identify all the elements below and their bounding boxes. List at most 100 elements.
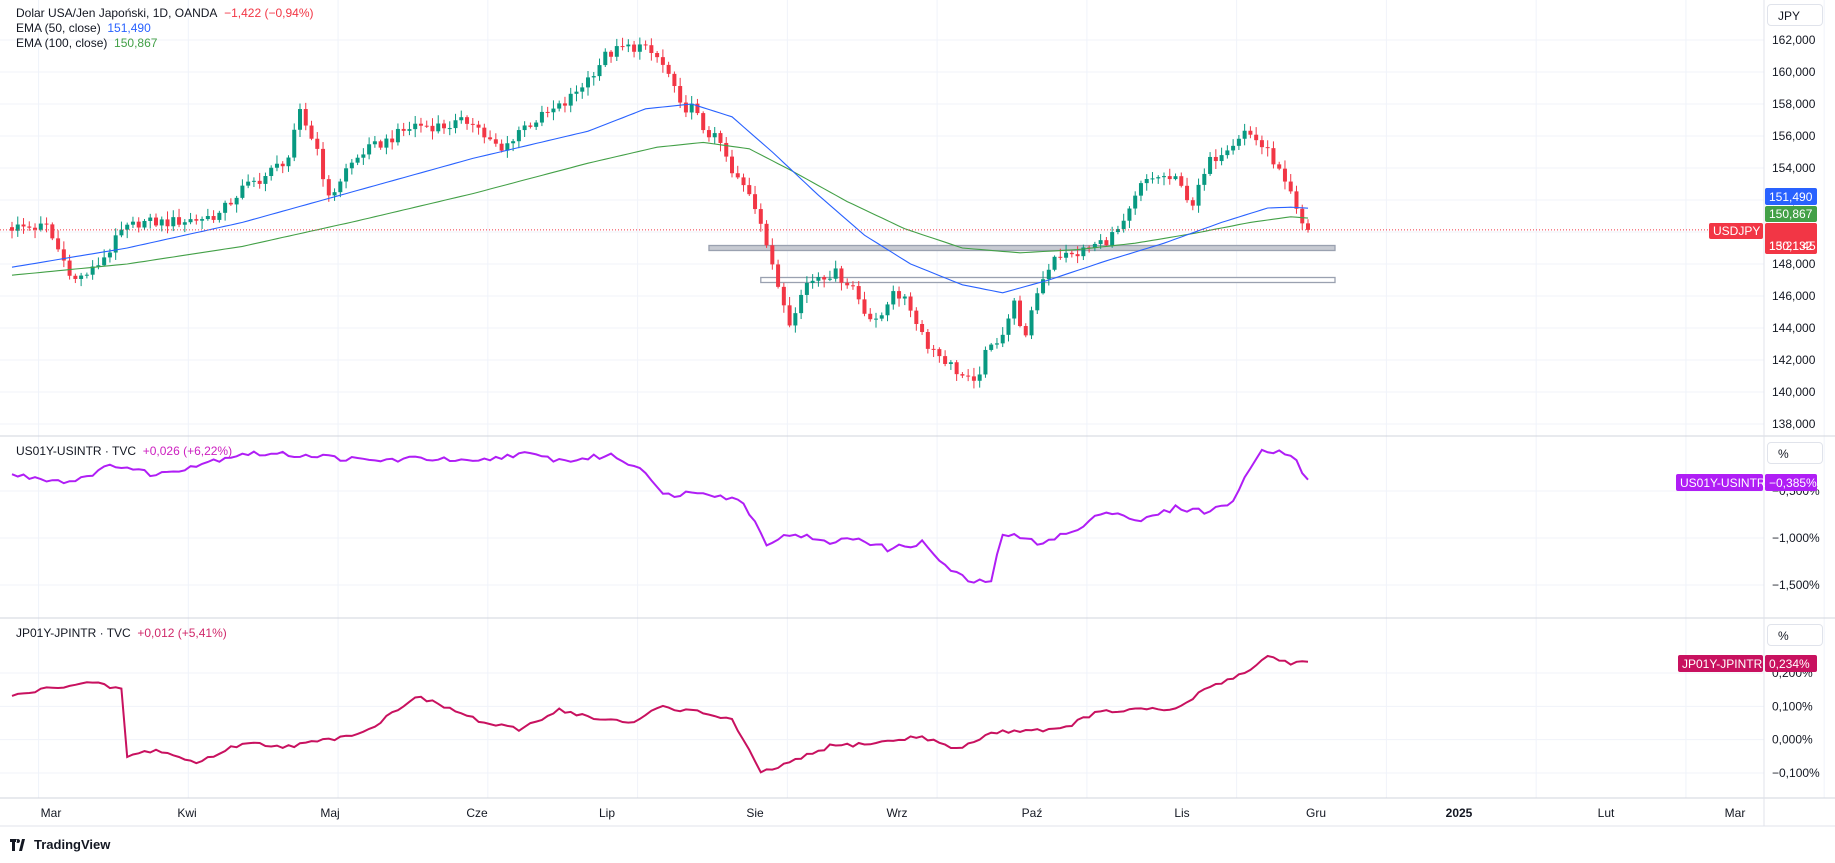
candle bbox=[1092, 243, 1097, 248]
candle bbox=[753, 194, 758, 210]
candle bbox=[1127, 208, 1132, 221]
candle bbox=[505, 143, 510, 151]
candle bbox=[21, 224, 26, 227]
candle bbox=[315, 138, 320, 149]
candle bbox=[522, 125, 527, 131]
candle bbox=[787, 305, 792, 326]
candle bbox=[56, 238, 61, 250]
candle bbox=[868, 313, 873, 320]
candle bbox=[689, 103, 694, 113]
candle bbox=[50, 224, 55, 239]
candle bbox=[632, 44, 637, 52]
candle bbox=[914, 310, 919, 325]
candle bbox=[211, 216, 216, 220]
candle bbox=[827, 278, 832, 280]
price-tick-label: 138,000 bbox=[1772, 417, 1816, 431]
candle bbox=[574, 91, 579, 94]
candle bbox=[240, 185, 245, 198]
tradingview-watermark[interactable]: TradingView bbox=[10, 837, 110, 852]
candle bbox=[603, 51, 608, 66]
price-tick-label: 160,000 bbox=[1772, 65, 1816, 79]
candle bbox=[931, 348, 936, 350]
candle bbox=[1265, 147, 1270, 149]
candle bbox=[1104, 240, 1109, 246]
candle bbox=[130, 221, 135, 225]
candle bbox=[511, 141, 516, 144]
candle bbox=[372, 141, 377, 145]
candle bbox=[1288, 181, 1293, 192]
candle bbox=[1173, 176, 1178, 180]
candle bbox=[781, 286, 786, 306]
main-unit-button[interactable]: JPY bbox=[1767, 4, 1823, 26]
candle bbox=[430, 125, 435, 132]
jp-value-badge: 0,234% bbox=[1765, 655, 1817, 672]
candle bbox=[200, 219, 205, 221]
us-change: +0,026 (+6,22%) bbox=[142, 444, 233, 458]
candle bbox=[269, 167, 274, 177]
candle bbox=[804, 282, 809, 295]
candle bbox=[1254, 134, 1259, 141]
candle bbox=[171, 217, 176, 227]
candle bbox=[1075, 254, 1080, 257]
candle bbox=[470, 123, 475, 125]
candle bbox=[1064, 252, 1069, 258]
jp-tick-label: 0,000% bbox=[1772, 733, 1813, 747]
candle bbox=[257, 180, 262, 184]
candle bbox=[165, 219, 170, 227]
candle bbox=[776, 264, 781, 287]
candle bbox=[943, 356, 948, 364]
candle bbox=[695, 103, 700, 114]
candle bbox=[637, 44, 642, 52]
ema100-line bbox=[11, 141, 1309, 276]
candle bbox=[1046, 269, 1051, 280]
candle bbox=[706, 130, 711, 138]
candle bbox=[862, 299, 867, 314]
time-tick-label: Mar bbox=[41, 806, 62, 820]
candle bbox=[1041, 279, 1046, 294]
candle bbox=[678, 86, 683, 103]
candle bbox=[874, 318, 878, 320]
ema50-value: 151,490 bbox=[107, 21, 151, 35]
price-tick-label: 162,000 bbox=[1772, 33, 1816, 47]
candle bbox=[321, 148, 326, 180]
candle bbox=[626, 44, 631, 47]
candle bbox=[1012, 300, 1017, 319]
candle bbox=[920, 324, 925, 333]
candle bbox=[1098, 240, 1103, 244]
candle bbox=[223, 202, 228, 213]
time-tick-label: Lis bbox=[1174, 806, 1189, 820]
candle bbox=[96, 265, 101, 267]
candle bbox=[217, 212, 222, 220]
candle bbox=[303, 109, 308, 126]
candle bbox=[1110, 232, 1115, 246]
price-tick-label: 146,000 bbox=[1772, 289, 1816, 303]
candle bbox=[845, 282, 850, 286]
tradingview-logo-icon bbox=[10, 838, 25, 851]
candle bbox=[614, 46, 619, 57]
support-zone[interactable] bbox=[708, 244, 1336, 252]
candle bbox=[545, 111, 550, 113]
candle bbox=[33, 227, 38, 230]
candle bbox=[528, 125, 533, 127]
us-symbol-badge-text: US01Y-USINTR bbox=[1680, 476, 1766, 490]
time-tick-label: Gru bbox=[1306, 806, 1326, 820]
candle bbox=[205, 216, 210, 220]
candle bbox=[793, 313, 798, 326]
candle bbox=[770, 245, 775, 265]
candle bbox=[971, 376, 976, 381]
candle bbox=[850, 285, 855, 287]
jp-unit-button[interactable]: % bbox=[1767, 624, 1823, 646]
candle bbox=[1006, 318, 1011, 335]
candle bbox=[1236, 138, 1241, 146]
candle bbox=[879, 315, 884, 319]
candle bbox=[816, 277, 821, 281]
us-unit-button[interactable]: % bbox=[1767, 442, 1823, 464]
jp-tick-label: −0,100% bbox=[1772, 766, 1820, 780]
candle bbox=[493, 139, 498, 144]
candle bbox=[436, 123, 441, 132]
candle bbox=[1259, 140, 1264, 148]
candle bbox=[1300, 208, 1305, 224]
main-legend: Dolar USA/Jen Japoński, 1D, OANDA −1,422… bbox=[16, 6, 314, 51]
candle bbox=[758, 209, 763, 224]
